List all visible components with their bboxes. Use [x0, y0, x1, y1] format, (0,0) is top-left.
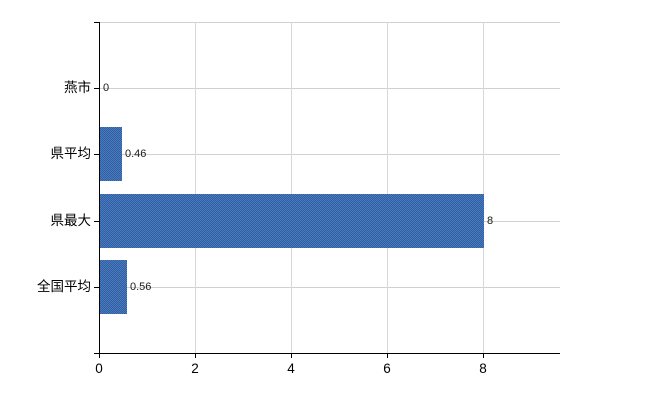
category-label: 県最大	[50, 213, 92, 228]
gridline-vertical	[195, 22, 196, 353]
x-axis-tick	[291, 353, 292, 358]
x-axis-tick	[99, 353, 100, 358]
gridline-horizontal	[99, 287, 560, 288]
bar-value-label: 0.46	[125, 148, 147, 160]
gridline-horizontal	[99, 154, 560, 155]
category-label: 全国平均	[37, 279, 91, 294]
gridline-horizontal	[99, 88, 560, 89]
category-label: 燕市	[64, 80, 91, 95]
bar-value-label: 0	[103, 82, 110, 94]
y-axis-tick	[94, 287, 99, 288]
bar	[100, 194, 484, 248]
x-tick-label: 2	[191, 361, 199, 376]
bar	[100, 127, 122, 181]
x-axis-tick	[483, 353, 484, 358]
gridline-vertical	[291, 22, 292, 353]
gridline-vertical	[387, 22, 388, 353]
y-axis-line	[99, 22, 100, 358]
gridline-vertical	[483, 22, 484, 353]
y-axis-tick	[94, 88, 99, 89]
x-tick-label: 6	[383, 361, 391, 376]
bar-value-label: 0.56	[130, 281, 152, 293]
x-axis-tick	[387, 353, 388, 358]
bar	[100, 260, 127, 314]
x-axis-tick	[195, 353, 196, 358]
y-axis-tick	[94, 22, 99, 23]
x-tick-label: 8	[479, 361, 487, 376]
y-axis-tick	[94, 221, 99, 222]
category-label: 県平均	[50, 146, 92, 161]
x-axis-line	[94, 353, 560, 354]
x-tick-label: 4	[287, 361, 295, 376]
gridline-horizontal	[99, 22, 560, 23]
y-axis-tick	[94, 154, 99, 155]
x-tick-label: 0	[95, 361, 103, 376]
bar-value-label: 8	[487, 215, 494, 227]
